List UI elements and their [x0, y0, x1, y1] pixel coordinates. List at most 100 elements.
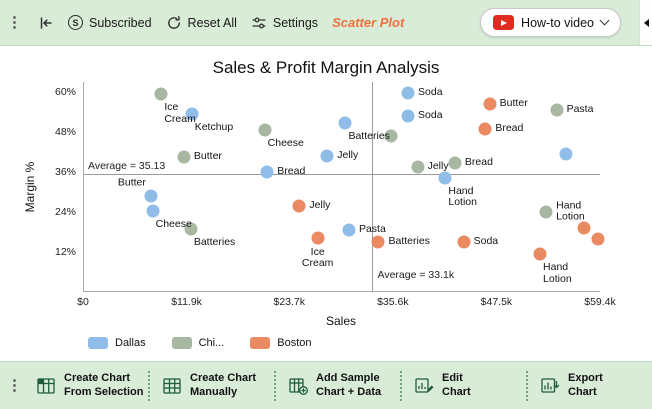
point-label: Batteries: [193, 235, 236, 248]
bottom-item-label: Create Chart From Selection: [64, 372, 144, 398]
data-point-chi[interactable]: [384, 129, 398, 143]
drag-handle-icon[interactable]: ⋮: [7, 377, 22, 394]
point-label: Pasta: [566, 103, 594, 116]
point-label: Bread: [495, 122, 524, 135]
data-point-boston[interactable]: [478, 122, 492, 136]
bottom-item-label: Add Sample Chart + Data: [316, 372, 382, 398]
x-tick-label: $47.5k: [480, 296, 513, 308]
point-label: Hand Lotion: [543, 260, 572, 285]
bottom-toolbar: ⋮ Create Chart From Selection Create Cha…: [0, 361, 652, 409]
data-point-chi[interactable]: [258, 123, 272, 137]
create-chart-manually-button[interactable]: Create Chart Manually: [150, 372, 274, 398]
point-label: Cheese: [155, 217, 192, 230]
legend-item-chi[interactable]: Chi...: [171, 337, 225, 349]
point-label: Ketchup: [194, 120, 234, 133]
x-axis-title: Sales: [325, 314, 357, 328]
y-tick-label: 24%: [54, 206, 76, 218]
legend-item-dallas[interactable]: Dallas: [88, 337, 146, 349]
point-label: Butter: [193, 150, 222, 163]
data-point-chi[interactable]: [184, 222, 198, 236]
x-tick-label: $35.6k: [377, 296, 409, 308]
point-label: Ice Cream: [164, 100, 196, 125]
reset-all-button[interactable]: Reset All: [166, 15, 237, 31]
collapse-left-button[interactable]: [38, 15, 54, 31]
back-to-start-icon: [40, 16, 52, 29]
data-point-boston[interactable]: [533, 247, 547, 261]
data-point-chi[interactable]: [448, 156, 462, 170]
chart-edit-icon: [415, 377, 434, 393]
data-point-boston[interactable]: [591, 232, 605, 246]
edit-chart-button[interactable]: Edit Chart: [402, 372, 526, 398]
point-label: Soda: [418, 109, 443, 122]
x-tick-label: $11.9k: [171, 296, 202, 308]
add-sample-chart-button[interactable]: Add Sample Chart + Data: [276, 372, 400, 398]
data-point-boston[interactable]: [371, 235, 385, 249]
average-line-vertical: [371, 82, 373, 291]
y-tick-labels: 12% 24% 36% 48% 60%: [0, 82, 76, 292]
data-point-chi[interactable]: [177, 150, 191, 164]
chart-type-label: Scatter Plot: [332, 15, 405, 30]
x-tick-label: $0: [77, 296, 89, 308]
y-tick-label: 12%: [54, 246, 76, 258]
legend-label: Dallas: [115, 337, 146, 349]
data-point-chi[interactable]: [154, 87, 168, 101]
bottom-item-label: Export Chart: [568, 372, 603, 398]
point-label: Batteries: [348, 130, 390, 143]
data-point-dallas[interactable]: [146, 204, 160, 218]
data-point-dallas[interactable]: [144, 189, 158, 203]
howto-video-button[interactable]: How-to video: [480, 8, 621, 37]
subscribed-button[interactable]: S Subscribed: [68, 15, 152, 30]
data-point-chi[interactable]: [550, 103, 564, 117]
data-point-boston[interactable]: [577, 221, 591, 235]
point-label: Butter: [117, 176, 146, 189]
data-point-dallas[interactable]: [401, 109, 415, 123]
point-label: Pasta: [358, 222, 386, 235]
point-label: Hand Lotion: [448, 184, 477, 209]
play-icon: [500, 19, 507, 26]
data-point-dallas[interactable]: [260, 165, 274, 179]
data-point-chi[interactable]: [539, 205, 553, 219]
chart-title: Sales & Profit Margin Analysis: [212, 58, 440, 77]
settings-sliders-icon: [252, 17, 266, 28]
y-tick-label: 48%: [54, 126, 76, 138]
top-toolbar: ⋮ S Subscribed Reset All Settings Scatte…: [0, 0, 652, 46]
table-plus-icon: [289, 377, 308, 395]
panel-collapse-strip[interactable]: [639, 0, 652, 45]
point-label: Cheese: [267, 137, 304, 150]
data-point-dallas[interactable]: [401, 86, 415, 100]
x-tick-label: $59.4k: [584, 296, 616, 308]
legend-item-boston[interactable]: Boston: [250, 337, 312, 349]
point-label: Ice Cream: [301, 245, 334, 270]
data-point-dallas[interactable]: [559, 147, 573, 161]
toolbar-separator: [274, 370, 276, 401]
data-point-dallas[interactable]: [338, 116, 352, 130]
bottom-item-label: Create Chart Manually: [190, 372, 257, 398]
data-point-dallas[interactable]: [438, 171, 452, 185]
y-tick-label: 60%: [54, 86, 76, 98]
chart-card: Sales & Profit Margin Analysis Margin % …: [0, 46, 652, 361]
data-point-dallas[interactable]: [185, 107, 199, 121]
drag-handle-icon[interactable]: ⋮: [7, 14, 22, 31]
data-point-dallas[interactable]: [320, 149, 334, 163]
export-chart-button[interactable]: Export Chart: [528, 372, 652, 398]
data-point-boston[interactable]: [311, 231, 325, 245]
data-point-boston[interactable]: [457, 235, 471, 249]
point-label: Soda: [473, 235, 499, 248]
subscribed-label: Subscribed: [89, 15, 152, 30]
toolbar-separator: [526, 370, 528, 401]
data-point-dallas[interactable]: [342, 223, 356, 237]
data-point-boston[interactable]: [483, 97, 497, 111]
table-selection-icon: [37, 377, 55, 394]
table-icon: [163, 377, 181, 394]
bottom-item-label: Edit Chart: [442, 372, 471, 398]
chart-export-icon: [541, 377, 560, 393]
create-chart-from-selection-button[interactable]: Create Chart From Selection: [24, 372, 148, 398]
point-label: Jelly: [427, 160, 449, 173]
legend-label: Chi...: [198, 337, 225, 349]
plot-area: Average = 35.13 Average = 33.1k Ketchup Sod…: [83, 82, 605, 292]
point-label: Bread: [277, 164, 306, 177]
data-point-chi[interactable]: [411, 160, 425, 174]
settings-button[interactable]: Settings: [251, 15, 318, 31]
data-point-boston[interactable]: [292, 199, 306, 213]
point-label: Bread: [464, 156, 493, 169]
